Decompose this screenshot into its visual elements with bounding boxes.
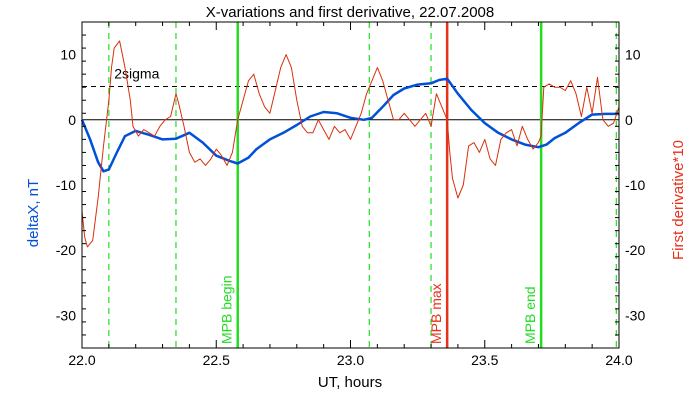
y-tick-label-left: -20 [56,242,76,258]
x-tick-label: 22.0 [68,352,95,368]
y-tick-label-right: -30 [625,307,645,323]
plot-area: 2sigma MPB begin MPB max MPB end 22.0 22.5 23.… [56,21,645,368]
y-axis-label-left: deltaX, nT [25,179,42,247]
x-axis-label: UT, hours [318,374,382,391]
y-tick-label-left: 10 [60,47,76,63]
y-tick-label-right: 10 [625,47,641,63]
marker-label-2: MPB end [522,286,538,344]
y-tick-label-left: -30 [56,307,76,323]
series-line-deltaX [80,77,619,173]
marker-label-0: MPB begin [219,276,235,344]
chart-title: X-variations and first derivative, 22.07… [206,4,495,21]
y-tick-label-left: 0 [68,112,76,128]
x-tick-label: 24.0 [605,352,632,368]
x-tick-label: 23.5 [471,352,498,368]
plot-frame [81,21,620,349]
y-tick-label-right: -10 [625,177,645,193]
x-tick-label: 22.5 [203,352,230,368]
y-axis-label-right: First derivative*10 [670,140,687,260]
threshold-label: 2sigma [114,66,159,82]
x-tick-label: 23.0 [337,352,364,368]
series-line-derivative [81,40,620,248]
marker-label-1: MPB max [428,283,444,344]
y-tick-label-left: -10 [56,177,76,193]
y-tick-label-right: -20 [625,242,645,258]
y-tick-label-right: 0 [625,112,633,128]
